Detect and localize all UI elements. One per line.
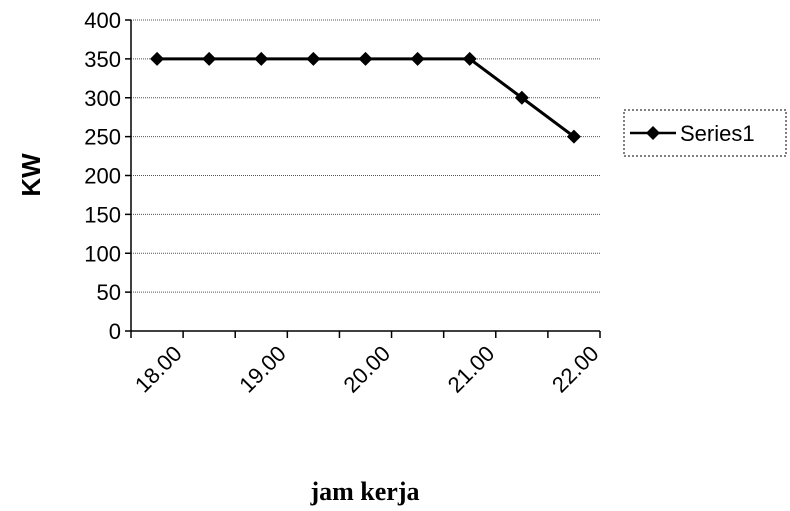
series-group [150, 51, 581, 144]
legend-diamond-marker [646, 126, 660, 140]
x-axis-ticks: 18.00 19.00 20.00 21.00 22.00 [130, 331, 604, 397]
x-tick-label: 21.00 [443, 341, 500, 398]
y-tick-label: 400 [84, 8, 121, 33]
x-tick-label: 19.00 [234, 341, 291, 398]
y-tick-label: 250 [84, 125, 121, 150]
y-tick-label: 100 [84, 241, 121, 266]
y-tick-label: 0 [109, 319, 121, 344]
data-point-marker [150, 51, 165, 66]
data-point-marker [202, 51, 217, 66]
x-axis-label: jam kerja [309, 477, 419, 506]
x-tick-label: 20.00 [338, 341, 395, 398]
legend: Series1 [623, 109, 787, 157]
y-tick-label: 200 [84, 164, 121, 189]
data-point-marker [358, 51, 373, 66]
x-tick-label: 22.00 [547, 341, 604, 398]
data-point-marker [254, 51, 269, 66]
y-tick-label: 50 [97, 280, 121, 305]
legend-series-label: Series1 [680, 121, 755, 146]
data-point-marker [462, 51, 477, 66]
data-point-marker [514, 90, 529, 105]
y-axis-label: KW [16, 153, 46, 197]
y-axis-ticks: 0 50 100 150 200 250 300 350 400 [84, 8, 131, 344]
y-tick-label: 300 [84, 86, 121, 111]
x-tick-label: 18.00 [130, 341, 187, 398]
y-tick-label: 350 [84, 47, 121, 72]
y-tick-label: 150 [84, 202, 121, 227]
data-point-marker [410, 51, 425, 66]
data-point-marker [306, 51, 321, 66]
data-point-marker [566, 129, 581, 144]
